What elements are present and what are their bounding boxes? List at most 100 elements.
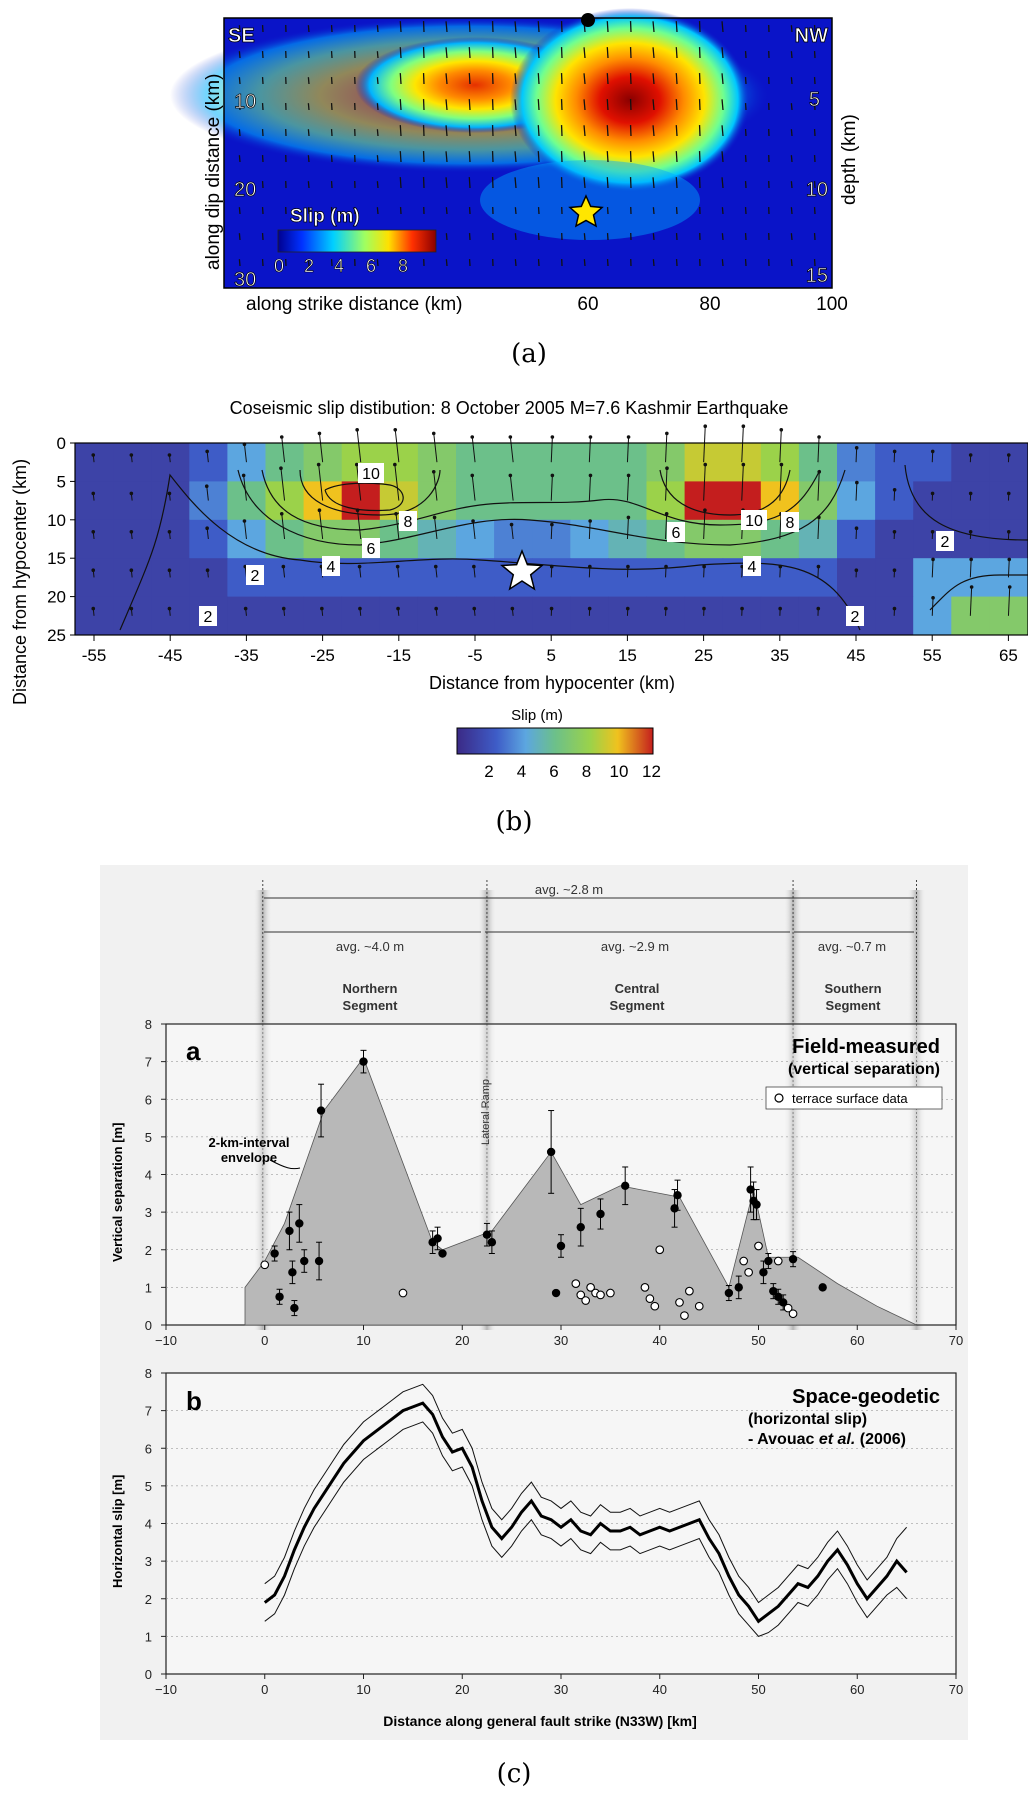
panel-a-slip-vector [238,103,241,111]
panel-a-ylabel-right: depth (km) [839,114,860,205]
panel-a-slip-vector [376,25,379,33]
panel-a-slip-vector [606,151,609,163]
panel-b-slip-vector [435,566,438,578]
panel-b-ytick-label: 25 [47,626,66,645]
panel-c-lateral-ramp: Lateral Ramp [480,1079,492,1145]
panel-c-a-filled-point [438,1249,447,1258]
panel-c-b-sub2: - Avouac et al. (2006) [748,1431,906,1448]
panel-c-b-mean-slip-line [263,1401,908,1624]
panel-b-slip-cell [303,596,343,636]
panel-b-slip-vector [509,475,514,501]
panel-b-slip-vector-head [1006,453,1011,457]
panel-b-clabel-2-west: 2 [246,565,264,585]
panel-c-xtick-label: 40 [653,1333,667,1348]
panel-c-a-subheading: (vertical separation) [788,1061,940,1078]
panel-c-ytick-label: 5 [145,1479,152,1494]
panel-b-ytick-label: 0 [57,434,66,453]
panel-b-slip-vector-head [167,606,172,611]
panel-b-slip-vector-head [740,606,744,611]
panel-b-slip-vector [855,447,858,463]
panel-a-slip-vector [790,103,793,111]
panel-b-cbar-tick-label: 2 [484,762,493,781]
panel-b-slip-vector-head [625,606,630,611]
panel-b-contour-labels: 10 8 6 4 2 2 6 10 8 4 2 2 [199,463,954,626]
svg-text:4: 4 [748,559,757,576]
panel-b-xtick-label: 45 [847,646,866,665]
panel-b-slip-cell [227,443,266,482]
panel-c-a-filled-point [673,1190,682,1200]
panel-c-b-lower-bound-line [264,1421,908,1637]
panel-a-slip-vector [238,129,241,137]
panel-c-a-filled-point [620,1181,630,1190]
panel-b-slip-cell [456,443,495,482]
panel-a-slip-vector [376,259,379,267]
panel-a-slip-vector [514,47,517,59]
panel-c-a-envelope-label2: envelope [221,1150,277,1165]
panel-b-slip-cell [875,519,914,559]
panel-c-xtick-label: 20 [455,1333,469,1348]
panel-b-slip-vector-head [778,564,783,569]
panel-c-caption: (c) [497,1759,532,1789]
panel-a-slip-vectors [238,21,816,267]
panel-c-xtick-label: 50 [751,1682,765,1697]
panel-c: avg. ~2.8 m avg. ~4.0 m avg. ~2.9 m avg.… [100,865,968,1789]
panel-b-contour-2-east-b [929,574,1028,611]
panel-a-slip-vector [468,177,471,189]
panel-a-slip-vector [652,73,655,85]
panel-c-a-terrace-point [675,1298,684,1307]
panel-b-slip-vector [855,482,858,501]
panel-a-ytick-10: 10 [234,91,256,113]
panel-b-slip-cell [75,596,114,636]
panel-a-slip-vector [606,177,609,189]
panel-b-slip-vector-head [1006,491,1011,496]
panel-b-slip-vector-head [129,530,134,534]
panel-b-slip-vector-head [626,515,631,520]
panel-c-a-envelope-label1: 2-km-interval [209,1135,290,1150]
panel-b-slip-cell [75,443,114,482]
panel-b-slip-vector-head [1006,530,1011,534]
panel-a-slip-vector [514,99,517,111]
panel-a-slip-vector [537,99,540,111]
panel-b-slip-vector-head [393,462,397,467]
panel-b-slip-vector-head [930,491,935,496]
panel-a-cbar-tick-2: 2 [304,256,314,276]
panel-b-slip-cell [608,596,647,636]
panel-b-slip-cell [951,443,990,482]
panel-b-slip-vector [931,559,934,578]
panel-b-slip-cell [951,519,990,559]
panel-b-slip-vector-head [665,431,669,436]
panel-b-xtick-label: -5 [467,646,482,665]
panel-a-colorbar-ticks: 0 2 4 6 8 [274,256,409,277]
panel-b-slip-cell [951,481,990,521]
svg-text:2: 2 [204,609,213,626]
panel-c-a-terrace-point [581,1296,591,1305]
panel-b-contour-4 [237,469,846,546]
panel-c-xtick-label: 10 [356,1682,370,1697]
panel-a-slip-vector [606,21,609,33]
panel-b-slip-vector-head [664,512,669,516]
panel-a-hypocenter-star [568,194,604,228]
panel-b-slip-cell [837,558,876,598]
panel-b-slip-vector-head [205,568,210,572]
panel-c-a-filled-point [546,1147,556,1157]
panel-b-slip-vector [471,436,476,463]
panel-a-slip-vector [537,151,540,163]
panel-b-slip-vector [359,566,362,578]
panel-c-xtick-label: 70 [949,1333,963,1348]
panel-b-slip-vector-head [167,491,172,496]
panel-b-slip-vector-head [205,449,209,454]
panel-b-slip-cell [379,443,419,482]
panel-c-a-terrace-point [754,1241,763,1251]
panel-b-slip-vector [817,471,820,501]
panel-b-slip-cell [608,558,647,598]
panel-b-slip-vector-head [279,435,284,439]
panel-a-slip-vector [652,47,655,59]
panel-c-axis-ticks: −10−100010102020303040405050606070700011… [145,1017,963,1697]
panel-a-plot-frame [223,17,833,289]
panel-c-ytick-label: 6 [145,1092,152,1107]
panel-b-slip-vector [626,475,630,501]
panel-a-slip-vector [721,233,724,241]
panel-b-slip-cell [189,558,228,598]
panel-b: Coseismic slip distibution: 8 October 20… [10,398,1028,837]
panel-b-slip-cell [456,481,495,521]
